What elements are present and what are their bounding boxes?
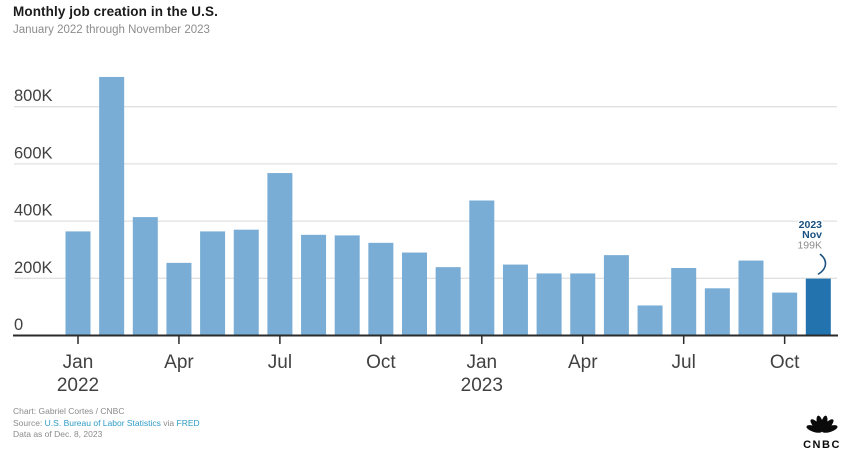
annotation-month: Nov xyxy=(802,229,822,241)
bar-nov-2023 xyxy=(805,278,831,336)
bar-jun-2023 xyxy=(637,305,663,336)
source-label: Source: xyxy=(13,417,43,428)
bar-oct-2022 xyxy=(368,242,394,336)
bar-mar-2022 xyxy=(132,217,158,336)
x-axis-label-month: Jan xyxy=(63,352,94,373)
x-axis-label-month: Jan xyxy=(466,352,497,373)
x-axis-label-year: 2022 xyxy=(57,375,99,396)
y-axis-label-400k: 400K xyxy=(14,202,53,220)
source-link-fred[interactable]: FRED xyxy=(176,417,200,428)
x-axis-label-month: Apr xyxy=(164,352,194,373)
bar-mar-2023 xyxy=(536,273,562,336)
source-link-bls[interactable]: U.S. Bureau of Labor Statistics xyxy=(44,417,161,428)
y-axis-label-800k: 800K xyxy=(14,87,53,105)
via-label: via xyxy=(163,417,175,428)
x-axis-label-month: Apr xyxy=(568,352,598,373)
x-axis-label-month: Oct xyxy=(770,352,800,373)
bar-jul-2023 xyxy=(671,268,697,336)
x-axis-label-month: Jul xyxy=(268,352,292,373)
bar-nov-2022 xyxy=(402,252,427,336)
footer: Chart: Gabriel Cortes / CNBC Source: U.S… xyxy=(13,406,200,441)
bar-aug-2023 xyxy=(704,288,730,336)
x-axis-label-month: Oct xyxy=(366,352,396,373)
bar-feb-2022 xyxy=(99,76,125,336)
bar-sep-2022 xyxy=(334,235,360,336)
bar-feb-2023 xyxy=(502,264,528,336)
cnbc-logo: CNBC xyxy=(798,411,846,451)
bar-dec-2022 xyxy=(435,267,461,336)
bar-sep-2023 xyxy=(738,260,764,336)
cnbc-peacock-icon xyxy=(806,415,838,433)
bar-oct-2023 xyxy=(772,292,798,336)
bar-jan-2022 xyxy=(65,231,91,336)
y-axis-label-0: 0 xyxy=(14,316,23,334)
y-axis-label-600k: 600K xyxy=(14,144,53,162)
bar-may-2023 xyxy=(603,255,629,336)
bar-apr-2022 xyxy=(166,262,192,336)
bar-jan-2023 xyxy=(469,200,495,336)
page-title: Monthly job creation in the U.S. xyxy=(13,4,218,19)
annotation-bracket xyxy=(817,253,827,275)
bar-apr-2023 xyxy=(570,273,596,336)
annotation-value: 199K xyxy=(797,240,822,252)
page-subtitle: January 2022 through November 2023 xyxy=(13,24,210,36)
x-axis-label-year: 2023 xyxy=(461,375,503,396)
bar-may-2022 xyxy=(200,231,226,336)
bar-aug-2022 xyxy=(301,234,327,336)
chart-credit: Chart: Gabriel Cortes / CNBC xyxy=(13,406,125,416)
data-as-of: Data as of Dec. 8, 2023 xyxy=(13,429,103,439)
cnbc-wordmark: CNBC xyxy=(803,439,841,451)
jobs-bar-chart: 0 200K 400K 600K 800K Jan 2022 Apr Jul Oct Jan 2023… xyxy=(0,60,860,405)
bar-jun-2022 xyxy=(233,229,259,336)
source-line: Source: U.S. Bureau of Labor Statistics … xyxy=(13,418,200,430)
bar-jul-2022 xyxy=(267,173,293,336)
x-axis-label-month: Jul xyxy=(672,352,696,373)
annotation-year: 2023 xyxy=(799,219,823,231)
y-axis-label-200k: 200K xyxy=(14,259,53,277)
